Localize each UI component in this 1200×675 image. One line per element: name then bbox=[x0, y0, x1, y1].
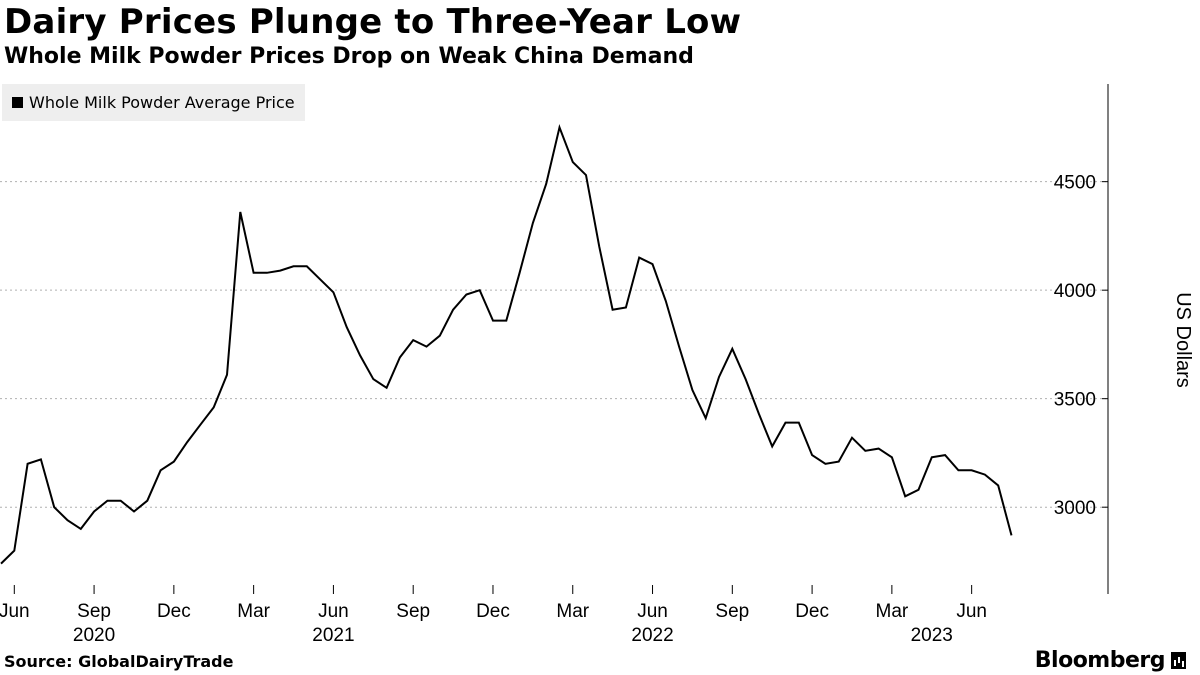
grid-lines bbox=[0, 181, 1106, 508]
x-year-label: 2021 bbox=[312, 625, 354, 646]
x-tick-label: Jun bbox=[956, 601, 987, 622]
tick-labels: 3000 3500 4000 4500 Jun Sep Dec Mar Jun Sep Dec Mar… bbox=[0, 173, 1096, 646]
y-axis-label: US Dollars bbox=[1172, 292, 1194, 388]
brand-mark-icon bbox=[1171, 652, 1186, 669]
brand-name: Bloomberg bbox=[1034, 648, 1166, 673]
legend-swatch-icon bbox=[12, 97, 23, 108]
x-tick-label: Sep bbox=[396, 601, 430, 622]
x-year-label: 2020 bbox=[73, 625, 115, 646]
x-tick-label: Dec bbox=[795, 601, 829, 622]
x-tick-label: Jun bbox=[318, 601, 349, 622]
y-tick-label: 3500 bbox=[1054, 390, 1096, 411]
x-year-label: 2023 bbox=[911, 625, 953, 646]
x-tick-label: Sep bbox=[77, 601, 111, 622]
x-tick-label: Sep bbox=[715, 601, 749, 622]
y-tick-label: 3000 bbox=[1054, 498, 1096, 519]
legend-label: Whole Milk Powder Average Price bbox=[29, 93, 295, 112]
chart-legend: Whole Milk Powder Average Price bbox=[2, 84, 305, 121]
x-tick-label: Jun bbox=[0, 601, 30, 622]
x-tick-label: Mar bbox=[237, 601, 270, 622]
source-note: Source: GlobalDairyTrade bbox=[4, 652, 234, 671]
x-tick-label: Dec bbox=[476, 601, 510, 622]
y-tick-label: 4000 bbox=[1054, 281, 1096, 302]
x-tick-label: Jun bbox=[637, 601, 668, 622]
brand-logo: Bloomberg bbox=[1035, 648, 1186, 673]
chart-subtitle: Whole Milk Powder Prices Drop on Weak Ch… bbox=[4, 44, 694, 69]
series-line bbox=[0, 124, 1013, 565]
axes bbox=[13, 84, 1109, 594]
x-tick-label: Mar bbox=[876, 601, 909, 622]
x-year-label: 2022 bbox=[631, 625, 673, 646]
series-layer bbox=[0, 124, 1013, 565]
y-tick-label: 4500 bbox=[1054, 173, 1096, 194]
x-tick-label: Mar bbox=[556, 601, 589, 622]
x-tick-label: Dec bbox=[157, 601, 191, 622]
chart-title: Dairy Prices Plunge to Three-Year Low bbox=[4, 2, 742, 42]
